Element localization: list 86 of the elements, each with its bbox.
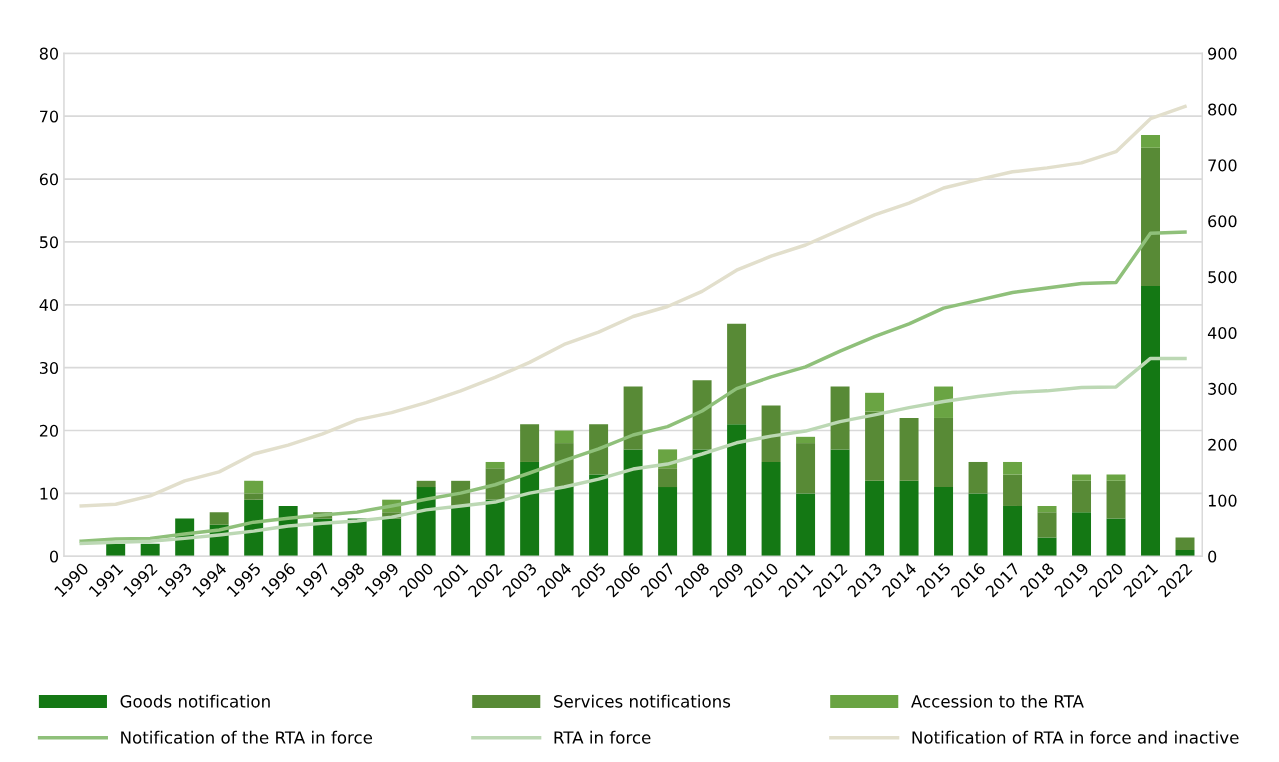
y-tick-label: 70 [40,110,59,123]
y2-tick-label: 400 [1207,326,1237,340]
bar [1037,512,1057,538]
legend-label: RTA in force [554,730,651,744]
y-tick-label: 30 [39,361,59,374]
bar [899,480,919,557]
bar [1072,512,1092,557]
bar [1106,480,1126,519]
bar [1003,474,1023,506]
bar [1175,537,1195,550]
bar [796,443,816,494]
bar [1072,480,1092,513]
bar [554,487,574,557]
bar [968,493,988,557]
bar [1106,474,1126,481]
bar [554,430,574,444]
bar [451,505,471,557]
bar [830,449,850,557]
y2-tick-label: 300 [1208,382,1237,395]
y-tick-label: 10 [40,487,59,500]
bar [1106,518,1126,557]
line-series [79,356,1187,546]
bar [416,480,436,488]
bar [1003,461,1023,475]
legend-label: Notification of RTA in force and inactive [912,730,1239,744]
bar [761,461,781,557]
bar [899,417,919,481]
bar [796,493,816,557]
y-tick-label: 60 [39,173,59,186]
bar [589,424,609,475]
bar [865,392,885,412]
bar [830,386,850,450]
bar [520,461,540,557]
bar [727,323,747,425]
bar [244,493,264,500]
bar [968,461,988,494]
y-tick-label: 50 [40,236,59,249]
bar [865,480,885,557]
bar [589,474,609,557]
y-tick-label: 80 [39,47,59,60]
bar [623,386,643,450]
legend-label: Accession to the RTA [911,694,1084,708]
bar [520,424,540,462]
bar [485,461,505,469]
bar [1037,505,1057,513]
bar [865,411,885,481]
bar [761,405,781,462]
bar [416,487,436,557]
bar [934,417,954,488]
y-tick-label: 40 [39,299,59,312]
bar [692,380,712,450]
bar [727,424,747,557]
bar [658,487,678,557]
bar [796,436,816,444]
y2-tick-label: 900 [1208,47,1237,60]
y-tick-label: 20 [39,424,59,437]
bar [692,449,712,557]
bar [1141,135,1160,148]
bar [1003,505,1023,557]
line-series [79,230,1187,543]
bar [934,487,954,557]
y2-tick-label: 0 [1208,550,1217,563]
y2-tick-label: 500 [1208,271,1237,284]
legend-label: Services notifications [554,694,731,708]
bar [1175,549,1195,557]
bar [658,468,678,488]
y2-tick-label: 700 [1208,159,1237,172]
bar [1141,147,1160,286]
bar [1141,285,1160,557]
y2-tick-label: 600 [1208,215,1237,228]
y2-tick-label: 800 [1208,103,1237,116]
line-series [79,104,1187,508]
bar [1037,537,1057,557]
y2-tick-label: 100 [1208,494,1237,507]
legend-label: Goods notification [120,694,270,708]
y-tick-label: 0 [49,550,59,563]
bar [623,449,643,557]
legend-label: Notification of the RTA in force [121,730,373,744]
bar [485,499,505,557]
bar [1072,474,1092,481]
bar [244,480,264,494]
bar [209,512,229,525]
bar [140,543,160,557]
bar [106,543,126,557]
y2-tick-label: 200 [1208,438,1237,451]
bar [382,518,402,557]
